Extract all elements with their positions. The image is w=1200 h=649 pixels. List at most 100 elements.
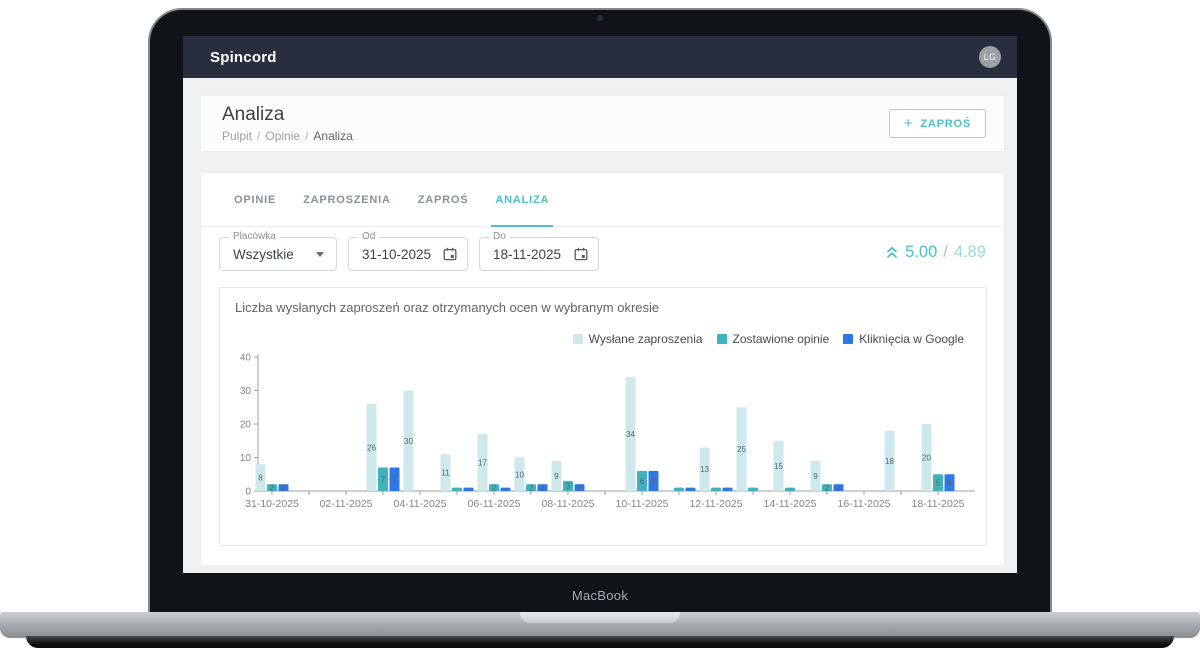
- y-tick-label: 30: [240, 386, 252, 397]
- date-to-value: 18-11-2025: [493, 246, 562, 262]
- x-tick-label: 31-10-2025: [245, 498, 299, 510]
- bar-value-label: 30: [404, 437, 413, 446]
- legend-item: Kliknięcia w Google: [843, 332, 964, 346]
- breadcrumb-separator: /: [305, 129, 309, 143]
- bar-value-label: 2: [577, 484, 582, 493]
- bar-value-label: 3: [566, 482, 571, 491]
- tab-opinie[interactable]: OPINIE: [234, 193, 277, 206]
- bar-value-label: 9: [813, 472, 818, 481]
- x-tick-label: 16-11-2025: [838, 498, 891, 510]
- bar-value-label: 5: [947, 479, 952, 488]
- bar: [773, 440, 784, 491]
- rating-previous: 4.89: [953, 243, 986, 261]
- rating-summary: 5.00 / 4.89: [885, 243, 986, 262]
- tab-zaproszenia[interactable]: ZAPROSZENIA: [303, 193, 391, 206]
- bar: [699, 447, 710, 491]
- laptop-bottom-edge: [26, 636, 1174, 648]
- breadcrumb: Pulpit / Opinie / Analiza: [222, 129, 353, 143]
- bar-value-label: 11: [441, 469, 450, 478]
- x-tick-label: 14-11-2025: [764, 498, 817, 510]
- bar-value-label: 18: [885, 457, 894, 466]
- legend-label: Zostawione opinie: [732, 332, 830, 346]
- legend-item: Zostawione opinie: [716, 332, 830, 346]
- chart-panel: Liczba wysłanych zaproszeń oraz otrzyman…: [219, 287, 987, 546]
- bar: [625, 377, 636, 491]
- bar: [884, 430, 895, 491]
- x-tick-label: 04-11-2025: [394, 498, 447, 510]
- bar: [267, 484, 277, 491]
- page-header: Analiza Pulpit / Opinie / Analiza + ZAPROŚ: [200, 95, 1005, 152]
- legend-swatch: [716, 334, 727, 344]
- bar: [551, 460, 562, 491]
- date-to-field[interactable]: Do 18-11-2025: [479, 231, 599, 271]
- bar-value-label: 2: [825, 484, 830, 493]
- bar-value-label: 6: [640, 477, 645, 486]
- bar-value-label: 2: [836, 484, 841, 493]
- bar: [711, 487, 721, 491]
- bar-value-label: 6: [651, 477, 656, 486]
- plus-icon: +: [903, 114, 914, 132]
- bar: [574, 484, 585, 491]
- calendar-icon[interactable]: [574, 247, 588, 261]
- bar: [526, 484, 536, 491]
- calendar-icon[interactable]: [443, 247, 457, 261]
- bar: [785, 487, 795, 491]
- bar: [489, 484, 499, 491]
- rating-current: 5.00: [905, 243, 938, 261]
- bar: [748, 487, 758, 491]
- bar: [944, 474, 955, 491]
- bar: [674, 487, 684, 491]
- y-tick-label: 0: [245, 487, 251, 498]
- bar-value-label: 34: [626, 430, 635, 439]
- bar: [452, 487, 462, 491]
- bar-value-label: 13: [700, 465, 709, 474]
- legend-swatch: [572, 334, 583, 344]
- bar: [440, 454, 451, 491]
- placowka-select[interactable]: Placówka Wszystkie: [219, 231, 337, 271]
- bar-chart: 0 10 20 30 40 31-10-2025 02-11-2025 04-11-2025 0…: [240, 353, 975, 510]
- bar-value-label: 2: [270, 484, 275, 493]
- bar: [822, 484, 832, 491]
- user-avatar[interactable]: LG: [979, 46, 1001, 68]
- x-tick-label: 18-11-2025: [912, 498, 965, 510]
- breadcrumb-item-opinie[interactable]: Opinie: [265, 129, 301, 143]
- bar: [537, 484, 548, 491]
- bar: [685, 487, 696, 491]
- bar-value-label: 26: [367, 443, 376, 452]
- bar: [255, 464, 266, 491]
- bar: [477, 434, 488, 491]
- bar: [648, 470, 659, 491]
- placowka-value: Wszystkie: [233, 246, 294, 262]
- date-from-field[interactable]: Od 31-10-2025: [348, 231, 468, 271]
- bar-value-label: 7: [381, 475, 386, 484]
- bar-value-label: 9: [554, 472, 559, 481]
- bar-value-label: 10: [515, 470, 524, 479]
- caret-down-icon: [316, 251, 324, 257]
- webcam-icon: [597, 15, 603, 21]
- tab-analiza[interactable]: ANALIZA: [491, 173, 554, 227]
- bar: [637, 470, 647, 491]
- filter-row: Placówka Wszystkie Od 31-10-2025 Do 18-1…: [219, 231, 599, 271]
- bar: [403, 390, 414, 491]
- breadcrumb-item-analiza: Analiza: [313, 129, 353, 143]
- bar: [366, 403, 377, 491]
- breadcrumb-item-pulpit[interactable]: Pulpit: [222, 129, 253, 143]
- bar: [833, 484, 844, 491]
- legend-item: Wysłane zaproszenia: [572, 332, 703, 346]
- bar: [278, 484, 289, 491]
- invite-button-label: ZAPROŚ: [920, 117, 971, 130]
- content-card: OPINIE ZAPROSZENIA ZAPROŚ ANALIZA Placów…: [200, 172, 1005, 566]
- y-tick-label: 20: [240, 420, 252, 431]
- bar: [389, 467, 400, 491]
- bar-value-label: 25: [737, 445, 746, 454]
- invite-button[interactable]: + ZAPROŚ: [888, 109, 986, 138]
- bar: [514, 457, 525, 491]
- tab-zapros[interactable]: ZAPROŚ: [417, 193, 469, 206]
- bar-value-label: 2: [281, 484, 286, 493]
- bar-value-label: 17: [478, 459, 487, 468]
- bar-value-label: 8: [258, 474, 263, 483]
- x-tick-label: 06-11-2025: [468, 498, 521, 510]
- x-tick-label: 02-11-2025: [320, 498, 373, 510]
- top-navbar: Spincord LG: [183, 36, 1017, 78]
- page-title: Analiza: [222, 104, 285, 125]
